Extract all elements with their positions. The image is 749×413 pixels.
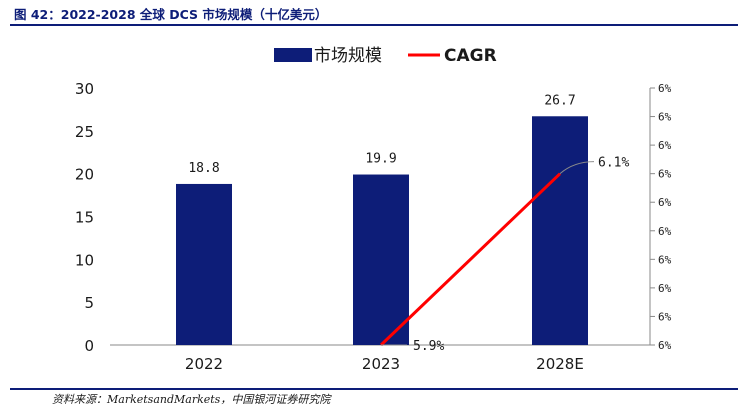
right-y-tick-label: 6% <box>658 339 672 352</box>
cagr-line-series: 5.9% 6.1% <box>379 156 629 354</box>
bar <box>176 183 232 345</box>
footer-rule <box>10 388 738 390</box>
x-tick-label: 2022 <box>185 355 223 373</box>
cagr-point-label: 5.9% <box>413 339 444 354</box>
right-y-tick-label: 6% <box>658 82 672 95</box>
right-y-tick-label: 6% <box>658 310 672 323</box>
bar-value-label: 26.7 <box>544 93 575 108</box>
bar-value-label: 18.8 <box>188 161 219 176</box>
bar-value-label: 19.9 <box>365 152 396 167</box>
x-tick-label: 2028E <box>536 355 584 373</box>
bar-series: 18.8 19.9 26.7 <box>176 93 588 346</box>
source-note: 资料来源：MarketsandMarkets，中国银河证券研究院 <box>52 393 331 406</box>
x-tick-label: 2023 <box>362 355 400 373</box>
figure-title: 图 42：2022-2028 全球 DCS 市场规模（十亿美元） <box>14 7 328 22</box>
right-y-tick-label: 6% <box>658 139 672 152</box>
legend: 市场规模 CAGR <box>274 46 497 66</box>
right-y-tick-label: 6% <box>658 253 672 266</box>
left-y-tick-label: 20 <box>75 166 94 184</box>
bar <box>532 116 588 346</box>
x-axis-labels: 2022 2023 2028E <box>185 355 584 373</box>
cagr-leader-line <box>559 161 595 175</box>
right-y-tick-label: 6% <box>658 196 672 209</box>
left-y-axis: 0 5 10 15 20 25 30 <box>75 80 94 355</box>
header-rule <box>10 24 738 26</box>
left-y-tick-label: 5 <box>84 294 94 312</box>
legend-bar-swatch <box>274 48 312 62</box>
left-y-tick-label: 10 <box>75 251 94 269</box>
left-y-tick-label: 0 <box>84 337 94 355</box>
figure-header: 图 42：2022-2028 全球 DCS 市场规模（十亿美元） <box>0 0 749 22</box>
right-y-tick-label: 6% <box>658 282 672 295</box>
cagr-line <box>379 172 562 347</box>
left-y-tick-label: 15 <box>75 209 94 227</box>
right-y-axis: 6% 6% 6% 6% 6% 6% 6% 6% 6% 6% <box>649 82 672 352</box>
left-y-tick-label: 25 <box>75 123 94 141</box>
cagr-point-label: 6.1% <box>598 156 629 171</box>
bar <box>353 174 409 345</box>
left-y-tick-label: 30 <box>75 80 94 98</box>
right-y-tick-label: 6% <box>658 111 672 124</box>
right-y-tick-label: 6% <box>658 225 672 238</box>
legend-line-label: CAGR <box>444 46 497 66</box>
legend-bar-label: 市场规模 <box>314 46 382 66</box>
right-y-tick-label: 6% <box>658 168 672 181</box>
